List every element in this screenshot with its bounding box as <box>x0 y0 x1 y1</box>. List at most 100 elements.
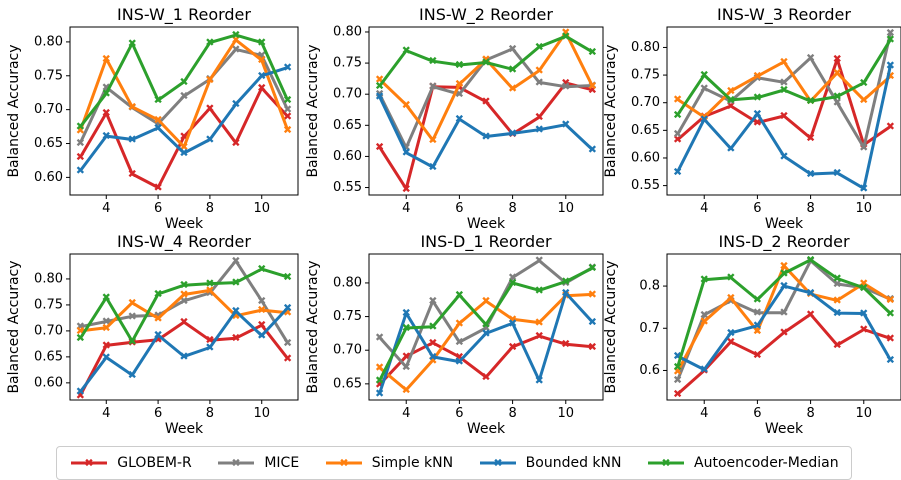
legend-swatch-icon: ✖ <box>648 457 685 470</box>
data-point-simple-knn: ✖ <box>859 93 868 106</box>
y-axis-label: Balanced Accuracy <box>6 260 22 393</box>
data-point-mice: ✖ <box>859 141 868 154</box>
data-point-bounded-knn: ✖ <box>561 118 570 131</box>
legend-swatch-icon: ✖ <box>479 457 516 470</box>
data-point-bounded-knn: ✖ <box>402 307 411 320</box>
x-tick-label: 4 <box>700 201 708 216</box>
data-point-simple-knn: ✖ <box>375 73 384 86</box>
y-tick-label: 0.65 <box>34 136 63 151</box>
data-point-autoencoder-median: ✖ <box>153 288 162 301</box>
data-point-simple-knn: ✖ <box>886 293 895 306</box>
data-point-globem-r: ✖ <box>535 330 544 343</box>
x-tick-label: 4 <box>700 406 708 421</box>
svg-text:✖: ✖ <box>661 457 670 470</box>
data-point-mice: ✖ <box>153 309 162 322</box>
data-point-bounded-knn: ✖ <box>283 61 292 74</box>
data-point-mice: ✖ <box>588 261 597 274</box>
data-point-mice: ✖ <box>700 82 709 95</box>
y-tick-label: 0.70 <box>333 343 362 358</box>
data-point-simple-knn: ✖ <box>402 98 411 111</box>
data-point-simple-knn: ✖ <box>153 312 162 325</box>
x-tick-label: 4 <box>402 201 410 216</box>
data-point-mice: ✖ <box>700 308 709 321</box>
x-tick-label: 8 <box>806 201 814 216</box>
x-axis-label: Week <box>765 216 804 232</box>
data-point-mice: ✖ <box>128 310 137 323</box>
data-point-simple-knn: ✖ <box>375 361 384 374</box>
data-point-globem-r: ✖ <box>726 335 735 348</box>
data-point-autoencoder-median: ✖ <box>257 36 266 49</box>
series-line-simple-knn <box>676 264 892 373</box>
y-tick-label: 0.60 <box>333 149 362 164</box>
data-point-autoencoder-median: ✖ <box>561 30 570 43</box>
data-point-bounded-knn: ✖ <box>257 69 266 82</box>
data-point-autoencoder-median: ✖ <box>753 293 762 306</box>
data-point-bounded-knn: ✖ <box>402 146 411 159</box>
data-point-mice: ✖ <box>428 295 437 308</box>
data-point-simple-knn: ✖ <box>779 259 788 272</box>
data-point-mice: ✖ <box>806 51 815 64</box>
series-line-bounded-knn <box>378 96 594 169</box>
data-point-simple-knn: ✖ <box>588 288 597 301</box>
y-tick-label: 0.75 <box>34 297 63 312</box>
data-point-autoencoder-median: ✖ <box>588 262 597 275</box>
data-point-simple-knn: ✖ <box>402 383 411 396</box>
x-tick-label: 4 <box>402 406 410 421</box>
data-point-simple-knn: ✖ <box>561 26 570 39</box>
series-line-mice <box>676 32 892 149</box>
y-tick-label: 0.80 <box>34 271 63 286</box>
chart-panel-6: INS-D_2 Reorder 4 6 8 10 Week 0.6 0.7 0.8 Balance… <box>603 232 901 437</box>
x-tick-label: 8 <box>206 406 214 421</box>
data-point-bounded-knn: ✖ <box>700 113 709 126</box>
data-point-globem-r: ✖ <box>806 308 815 321</box>
y-axis-label: Balanced Accuracy <box>305 260 321 393</box>
data-point-autoencoder-median: ✖ <box>283 94 292 107</box>
data-point-bounded-knn: ✖ <box>859 182 868 195</box>
data-point-bounded-knn: ✖ <box>535 123 544 136</box>
data-point-autoencoder-median: ✖ <box>673 108 682 121</box>
data-point-bounded-knn: ✖ <box>726 142 735 155</box>
x-tick-label: 6 <box>154 406 162 421</box>
data-point-autoencoder-median: ✖ <box>205 36 214 49</box>
data-point-globem-r: ✖ <box>753 116 762 129</box>
data-point-globem-r: ✖ <box>588 340 597 353</box>
data-point-mice: ✖ <box>179 90 188 103</box>
data-point-globem-r: ✖ <box>753 348 762 361</box>
data-point-bounded-knn: ✖ <box>508 317 517 330</box>
x-tick-label: 10 <box>557 406 574 421</box>
data-point-autoencoder-median: ✖ <box>561 275 570 288</box>
data-point-autoencoder-median: ✖ <box>673 361 682 374</box>
data-point-globem-r: ✖ <box>859 323 868 336</box>
y-tick-label: 0.70 <box>34 323 63 338</box>
series-line-globem-r <box>378 334 593 386</box>
x-tick-label: 10 <box>557 201 574 216</box>
data-point-simple-knn: ✖ <box>179 288 188 301</box>
data-point-bounded-knn: ✖ <box>283 302 292 315</box>
chart-title: INS-W_3 Reorder <box>717 5 851 25</box>
data-point-globem-r: ✖ <box>128 168 137 181</box>
data-point-simple-knn: ✖ <box>128 100 137 113</box>
series-group: ✖✖✖✖✖✖✖✖✖✖✖✖✖✖✖✖✖✖✖✖✖✖✖✖✖✖✖✖✖✖✖✖✖✖✖✖✖✖✖✖… <box>375 254 597 400</box>
data-point-autoencoder-median: ✖ <box>375 80 384 93</box>
legend-swatch-icon: ✖ <box>325 457 362 470</box>
series-line-autoencoder-median <box>676 38 892 116</box>
data-point-bounded-knn: ✖ <box>886 353 895 366</box>
y-tick-label: 0.55 <box>631 178 660 193</box>
data-point-autoencoder-median: ✖ <box>481 56 490 69</box>
data-point-simple-knn: ✖ <box>753 325 762 338</box>
data-point-bounded-knn: ✖ <box>779 280 788 293</box>
data-point-globem-r: ✖ <box>76 389 85 402</box>
data-point-simple-knn: ✖ <box>283 123 292 136</box>
data-point-simple-knn: ✖ <box>673 365 682 378</box>
data-point-globem-r: ✖ <box>402 182 411 195</box>
data-point-bounded-knn: ✖ <box>375 387 384 400</box>
data-point-bounded-knn: ✖ <box>128 133 137 146</box>
data-point-autoencoder-median: ✖ <box>102 87 111 100</box>
chart-title: INS-W_1 Reorder <box>117 5 251 25</box>
data-point-simple-knn: ✖ <box>179 140 188 153</box>
y-tick-label: 0.75 <box>333 309 362 324</box>
chart-panel-1: INS-W_1 Reorder 4 6 8 10 Week 0.60 0.65 0.70 0.75… <box>6 5 299 232</box>
data-point-globem-r: ✖ <box>375 378 384 391</box>
data-point-globem-r: ✖ <box>833 53 842 66</box>
data-point-mice: ✖ <box>283 336 292 349</box>
